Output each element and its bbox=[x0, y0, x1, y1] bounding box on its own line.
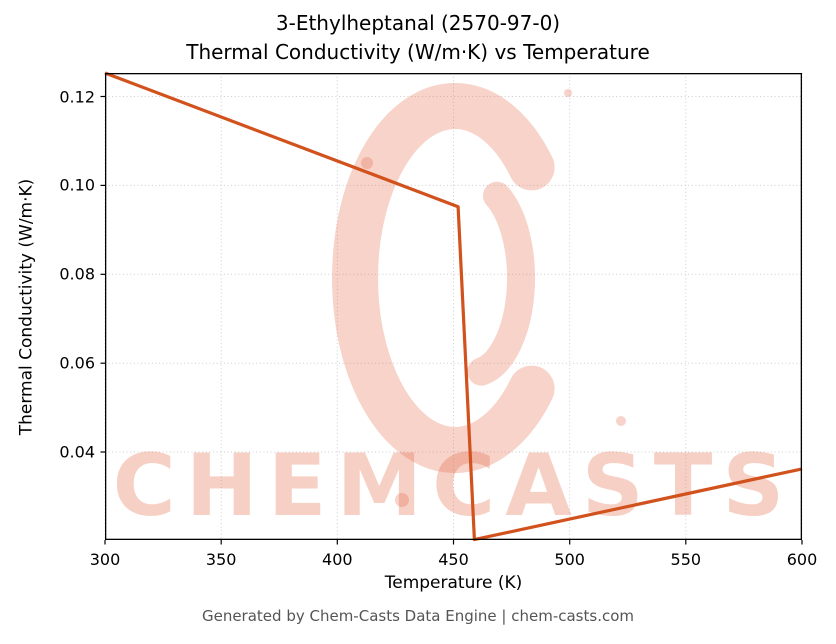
x-axis-label: Temperature (K) bbox=[384, 573, 523, 593]
y-tick-label: 0.08 bbox=[59, 264, 95, 284]
y-tick-label: 0.12 bbox=[59, 87, 95, 107]
y-tick-label: 0.06 bbox=[59, 353, 95, 373]
series-line bbox=[104, 71, 803, 542]
y-axis-label-wrap: Thermal Conductivity (W/m·K) bbox=[8, 73, 44, 540]
chart-title-block: 3-Ethylheptanal (2570-97-0) Thermal Cond… bbox=[0, 9, 836, 67]
x-axis-label-wrap: Temperature (K) bbox=[105, 573, 802, 593]
watermark-text: CHEMCASTS bbox=[113, 436, 795, 536]
watermark-logo bbox=[332, 83, 555, 473]
watermark-splatter bbox=[395, 493, 409, 507]
y-tick-label: 0.10 bbox=[59, 175, 95, 195]
x-tick-label: 550 bbox=[670, 550, 702, 569]
x-tick-label: 600 bbox=[786, 550, 818, 569]
plot-frame bbox=[104, 72, 803, 541]
watermark-logo-inner bbox=[467, 181, 536, 386]
x-tick-label: 400 bbox=[322, 550, 353, 569]
chart-title: 3-Ethylheptanal (2570-97-0) bbox=[275, 11, 561, 35]
plot-canvas: CHEMCASTS bbox=[100, 71, 803, 545]
x-tick-label: 500 bbox=[554, 550, 585, 569]
x-tick-label: 300 bbox=[89, 550, 121, 569]
chart-subtitle: Thermal Conductivity (W/m·K) vs Temperat… bbox=[186, 40, 650, 64]
watermark-splatter bbox=[616, 416, 626, 426]
y-axis-label: Thermal Conductivity (W/m·K) bbox=[16, 178, 36, 435]
watermark-splatter bbox=[564, 89, 572, 97]
x-tick-label: 450 bbox=[438, 550, 469, 569]
plot-area: CHEMCASTS bbox=[100, 71, 803, 545]
watermark-splatter bbox=[361, 157, 373, 169]
y-tick-label: 0.04 bbox=[59, 442, 95, 462]
x-tick-label: 350 bbox=[205, 550, 237, 569]
footer-text: Generated by Chem-Casts Data Engine | ch… bbox=[201, 607, 635, 625]
